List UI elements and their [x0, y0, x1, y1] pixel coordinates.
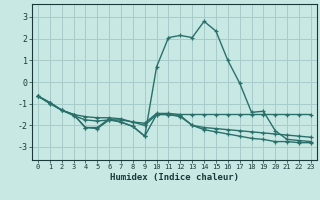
X-axis label: Humidex (Indice chaleur): Humidex (Indice chaleur) — [110, 173, 239, 182]
